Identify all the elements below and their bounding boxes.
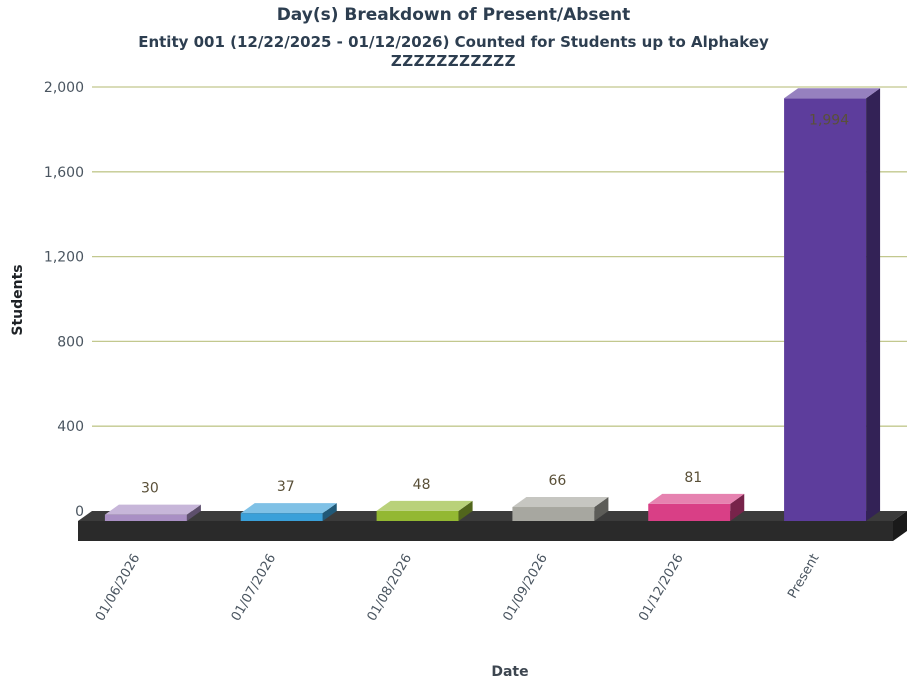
bar <box>240 513 323 521</box>
bar-top <box>376 500 473 511</box>
y-tick-label: 0 <box>75 504 84 520</box>
y-tick-label: 400 <box>57 419 84 435</box>
x-tick-label: 01/06/2026 <box>93 552 143 624</box>
bar-top <box>784 88 881 99</box>
chart-title: Day(s) Breakdown of Present/Absent <box>276 5 631 25</box>
y-axis-title: Students <box>10 264 26 335</box>
bar <box>648 503 731 521</box>
y-tick-label: 1,200 <box>44 250 84 266</box>
x-tick-label: 01/09/2026 <box>500 552 550 624</box>
bar-top <box>648 493 745 504</box>
x-tick-label: 01/12/2026 <box>636 552 686 624</box>
bar <box>376 510 459 521</box>
chart-subtitle-alphakey: ZZZZZZZZZZZ <box>390 52 517 70</box>
data-label: 48 <box>413 477 431 493</box>
bar <box>784 98 867 521</box>
bar <box>512 507 595 521</box>
y-tick-label: 800 <box>57 334 84 350</box>
bar-top <box>104 504 201 515</box>
data-label: 66 <box>549 473 567 489</box>
data-label: 81 <box>684 470 702 486</box>
bar-side <box>594 497 609 521</box>
x-axis-title: Date <box>491 664 528 680</box>
x-tick-label: 01/07/2026 <box>229 552 279 624</box>
x-tick-label: 01/08/2026 <box>365 552 415 624</box>
bar-side <box>186 504 201 521</box>
floor-top <box>78 511 907 521</box>
data-label: 37 <box>277 479 295 495</box>
bar-side <box>322 503 337 521</box>
bar-top <box>512 497 609 508</box>
floor-side <box>893 511 907 541</box>
bar-side <box>866 88 881 521</box>
y-tick-label: 1,600 <box>44 165 84 181</box>
y-tick-label: 2,000 <box>44 80 84 96</box>
bar-side <box>730 493 745 521</box>
bar-side <box>458 500 473 521</box>
data-label: 30 <box>141 481 159 497</box>
data-label: 1,994 <box>809 112 849 128</box>
chart-subtitle: Entity 001 (12/22/2025 - 01/12/2026) Cou… <box>138 33 769 51</box>
bar <box>104 514 187 521</box>
x-tick-label: Present <box>785 552 822 602</box>
bar-top <box>240 503 337 514</box>
floor-front <box>78 521 893 541</box>
